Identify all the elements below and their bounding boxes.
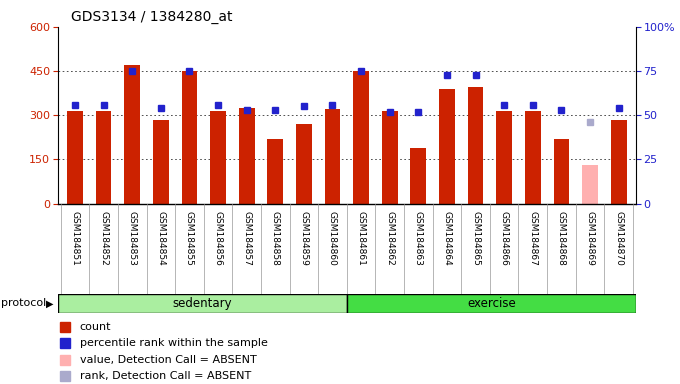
Text: GSM184856: GSM184856 (214, 211, 222, 266)
Bar (324, 109, 341, 204)
Text: rank, Detection Call = ABSENT: rank, Detection Call = ABSENT (80, 371, 251, 381)
Bar (582, 165, 598, 204)
Text: GSM184852: GSM184852 (99, 211, 108, 265)
Bar (525, 111, 541, 204)
Text: GDS3134 / 1384280_at: GDS3134 / 1384280_at (71, 10, 233, 23)
Bar (182, 71, 197, 204)
Text: GSM184865: GSM184865 (471, 211, 480, 266)
Text: GSM184869: GSM184869 (585, 211, 594, 266)
Bar (58, 294, 347, 313)
Text: GSM184858: GSM184858 (271, 211, 279, 266)
Text: GSM184867: GSM184867 (528, 211, 537, 266)
Text: value, Detection Call = ABSENT: value, Detection Call = ABSENT (80, 354, 256, 364)
Text: ▶: ▶ (46, 298, 53, 308)
Bar (468, 87, 483, 204)
Bar (153, 120, 169, 204)
Text: exercise: exercise (467, 297, 515, 310)
Bar (67, 111, 83, 204)
Text: GSM184862: GSM184862 (386, 211, 394, 265)
Bar (96, 111, 112, 204)
Text: GSM184864: GSM184864 (443, 211, 452, 265)
Text: GSM184866: GSM184866 (500, 211, 509, 266)
Bar (611, 120, 626, 204)
Bar (353, 71, 369, 204)
Bar (239, 108, 254, 204)
Text: sedentary: sedentary (173, 297, 232, 310)
Bar (296, 124, 311, 204)
Bar (382, 111, 398, 204)
Text: GSM184855: GSM184855 (185, 211, 194, 266)
Text: GSM184870: GSM184870 (614, 211, 623, 266)
Text: GSM184854: GSM184854 (156, 211, 165, 265)
Bar (439, 89, 455, 204)
Text: GSM184868: GSM184868 (557, 211, 566, 266)
Text: GSM184859: GSM184859 (299, 211, 308, 266)
Text: GSM184863: GSM184863 (414, 211, 423, 266)
Bar (347, 294, 636, 313)
Text: count: count (80, 322, 112, 332)
Bar (554, 139, 569, 204)
Text: percentile rank within the sample: percentile rank within the sample (80, 338, 268, 348)
Text: GSM184851: GSM184851 (71, 211, 80, 266)
Text: GSM184853: GSM184853 (128, 211, 137, 266)
Bar (210, 111, 226, 204)
Text: GSM184861: GSM184861 (356, 211, 366, 266)
Bar (496, 111, 512, 204)
Bar (267, 139, 283, 204)
Bar (124, 65, 140, 204)
Text: protocol: protocol (1, 298, 47, 308)
Bar (411, 147, 426, 204)
Text: GSM184857: GSM184857 (242, 211, 251, 266)
Text: GSM184860: GSM184860 (328, 211, 337, 266)
